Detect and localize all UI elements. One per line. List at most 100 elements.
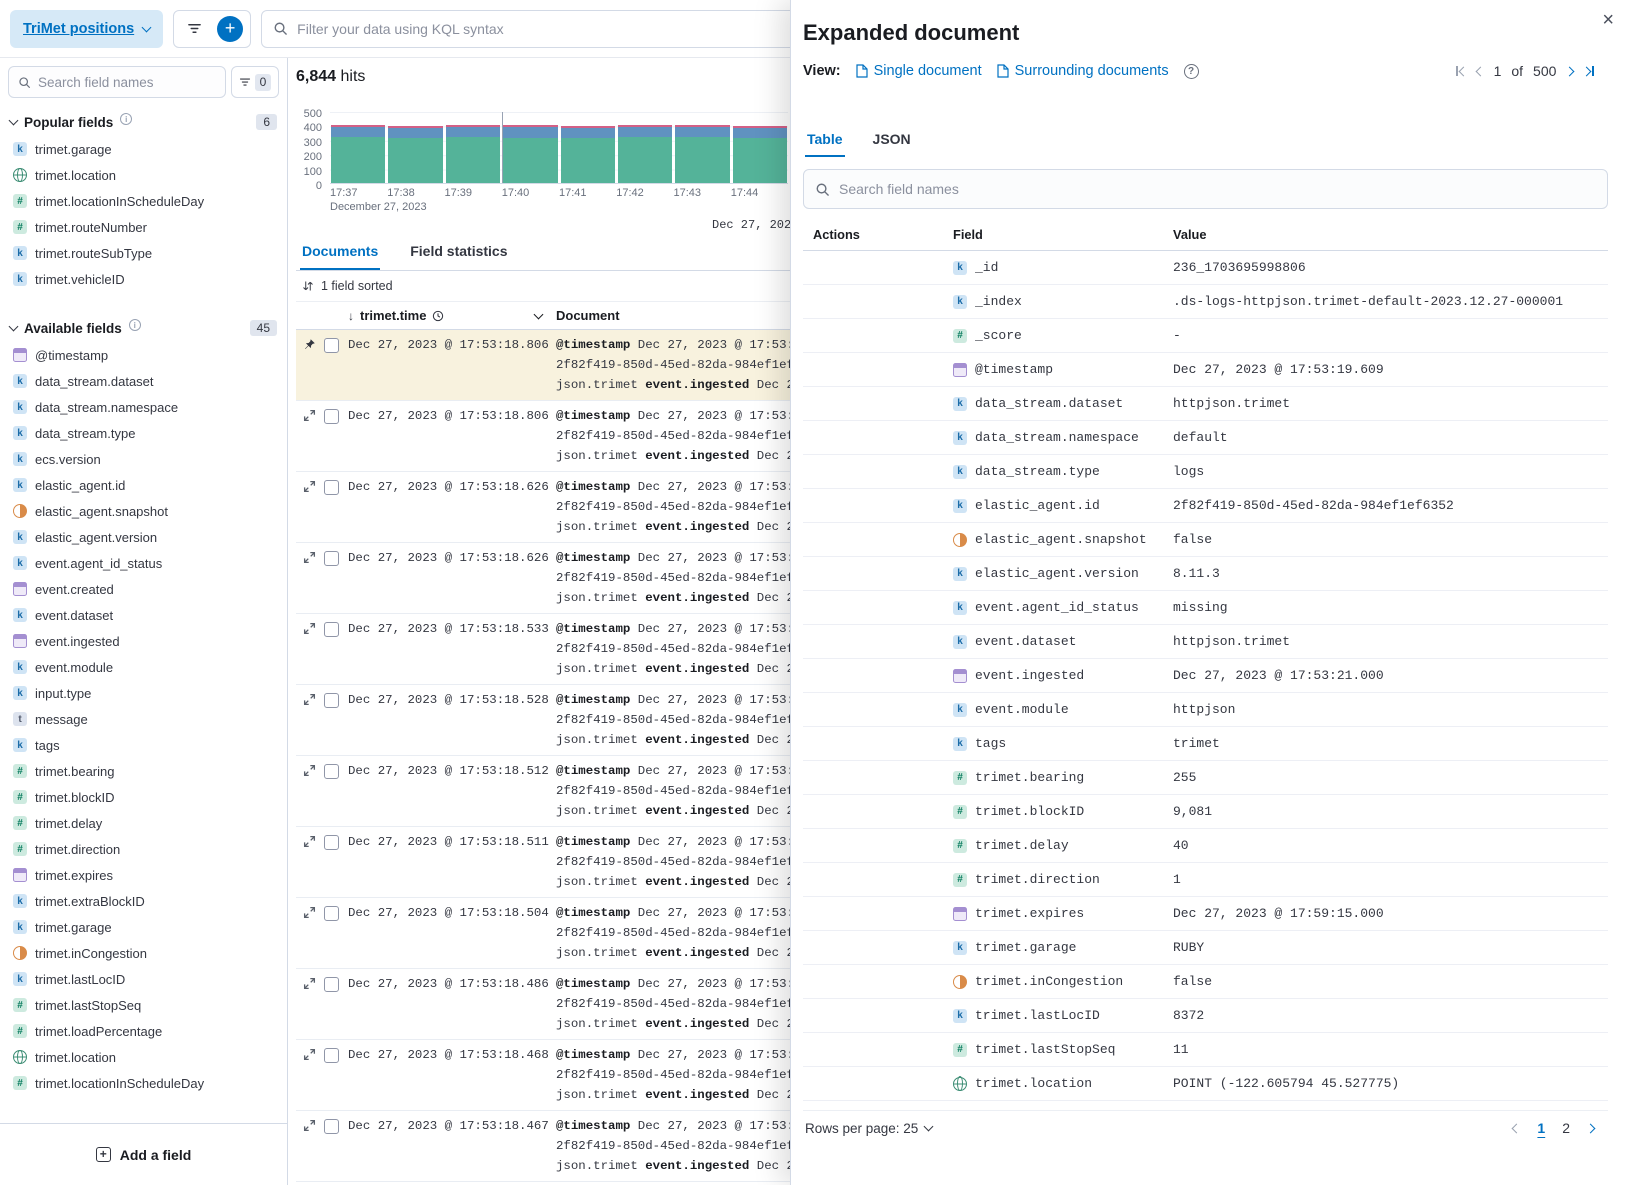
field-item[interactable]: event.module [8, 654, 279, 680]
row-checkbox[interactable] [324, 338, 339, 353]
document-field-row[interactable]: trimet.lastLocID 8372 [803, 999, 1608, 1033]
document-field-row[interactable]: trimet.garage RUBY [803, 931, 1608, 965]
expand-icon[interactable] [303, 764, 316, 777]
expand-icon[interactable] [303, 693, 316, 706]
help-icon[interactable] [1183, 63, 1199, 79]
last-page-button[interactable] [1581, 66, 1594, 76]
add-field-button[interactable]: Add a field [0, 1123, 287, 1185]
row-checkbox[interactable] [324, 693, 339, 708]
popular-fields-header[interactable]: Popular fields 6 [8, 113, 277, 130]
filter-menu-button[interactable] [176, 12, 212, 46]
row-checkbox[interactable] [324, 1048, 339, 1063]
field-item[interactable]: tags [8, 732, 279, 758]
field-item[interactable]: trimet.location [8, 1044, 279, 1070]
row-checkbox[interactable] [324, 906, 339, 921]
field-item[interactable]: input.type [8, 680, 279, 706]
field-item[interactable]: trimet.location [8, 162, 279, 188]
field-search-input[interactable] [38, 74, 216, 90]
surrounding-documents-link[interactable]: Surrounding documents [997, 63, 1169, 79]
rows-per-page-button[interactable]: Rows per page: 25 [805, 1121, 934, 1136]
expand-icon[interactable] [303, 835, 316, 848]
row-checkbox[interactable] [324, 409, 339, 424]
row-checkbox[interactable] [324, 977, 339, 992]
data-view-picker[interactable]: TriMet positions [10, 9, 164, 48]
document-field-row[interactable]: tags trimet [803, 727, 1608, 761]
first-page-button[interactable] [1455, 66, 1469, 76]
histogram-bar[interactable] [675, 125, 730, 183]
document-field-row[interactable]: event.module httpjson [803, 693, 1608, 727]
field-item[interactable]: trimet.routeNumber [8, 214, 279, 240]
document-field-row[interactable]: trimet.inCongestion false [803, 965, 1608, 999]
expand-icon[interactable] [303, 1119, 316, 1132]
field-item[interactable]: trimet.lastLocID [8, 966, 279, 992]
row-checkbox[interactable] [324, 551, 339, 566]
field-item[interactable]: elastic_agent.id [8, 472, 279, 498]
document-field-row[interactable]: trimet.delay 40 [803, 829, 1608, 863]
document-field-row[interactable]: elastic_agent.version 8.11.3 [803, 557, 1608, 591]
document-field-row[interactable]: data_stream.namespace default [803, 421, 1608, 455]
document-field-row[interactable]: @timestamp Dec 27, 2023 @ 17:53:19.609 [803, 353, 1608, 387]
previous-page-button[interactable] [1475, 66, 1486, 76]
histogram-bar[interactable] [503, 125, 558, 183]
field-item[interactable]: elastic_agent.version [8, 524, 279, 550]
field-item[interactable]: trimet.locationInScheduleDay [8, 188, 279, 214]
tab-documents[interactable]: Documents [300, 234, 380, 270]
document-field-row[interactable]: trimet.expires Dec 27, 2023 @ 17:59:15.0… [803, 897, 1608, 931]
field-item[interactable]: elastic_agent.snapshot [8, 498, 279, 524]
field-item[interactable]: trimet.blockID [8, 784, 279, 810]
document-field-row[interactable]: elastic_agent.id 2f82f419-850d-45ed-82da… [803, 489, 1608, 523]
grid-header-document-column[interactable]: Document [556, 308, 1628, 323]
document-field-row[interactable]: trimet.blockID 9,081 [803, 795, 1608, 829]
field-item[interactable]: trimet.garage [8, 136, 279, 162]
tab-field-statistics[interactable]: Field statistics [410, 243, 508, 259]
document-field-row[interactable]: data_stream.type logs [803, 455, 1608, 489]
document-row[interactable]: Dec 27, 2023 @ 17:53:18.467 @timestamp D… [296, 1111, 1628, 1182]
row-checkbox[interactable] [324, 835, 339, 850]
document-field-row[interactable]: _index .ds-logs-httpjson.trimet-default-… [803, 285, 1608, 319]
field-item[interactable]: trimet.inCongestion [8, 940, 279, 966]
document-field-row[interactable]: _id 236_1703695998806 [803, 251, 1608, 285]
field-item[interactable]: event.agent_id_status [8, 550, 279, 576]
field-item[interactable]: event.ingested [8, 628, 279, 654]
row-checkbox[interactable] [324, 480, 339, 495]
field-item[interactable]: trimet.locationInScheduleDay [8, 1070, 279, 1096]
field-item[interactable]: trimet.garage [8, 914, 279, 940]
document-row[interactable]: Dec 27, 2023 @ 17:53:18.528 @timestamp D… [296, 685, 1628, 756]
histogram-bar[interactable] [732, 125, 787, 183]
document-field-row[interactable]: elastic_agent.snapshot false [803, 523, 1608, 557]
expand-icon[interactable] [303, 977, 316, 990]
tab-table[interactable]: Table [805, 125, 845, 157]
histogram-bar[interactable] [331, 125, 386, 183]
field-item[interactable]: trimet.bearing [8, 758, 279, 784]
sort-fields-button[interactable]: 1 field sorted [296, 271, 1628, 301]
field-item[interactable]: data_stream.namespace [8, 394, 279, 420]
expand-icon[interactable] [303, 409, 316, 422]
field-item[interactable]: trimet.lastStopSeq [8, 992, 279, 1018]
close-icon[interactable] [1602, 10, 1614, 30]
document-field-row[interactable]: _score - [803, 319, 1608, 353]
document-field-row[interactable]: trimet.direction 1 [803, 863, 1608, 897]
document-row[interactable]: Dec 27, 2023 @ 17:53:18.626 @timestamp D… [296, 472, 1628, 543]
histogram-bar[interactable] [617, 125, 673, 183]
field-item[interactable]: ecs.version [8, 446, 279, 472]
document-field-row[interactable]: data_stream.dataset httpjson.trimet [803, 387, 1608, 421]
field-item[interactable]: trimet.expires [8, 862, 279, 888]
field-item[interactable]: data_stream.type [8, 420, 279, 446]
field-item[interactable]: trimet.extraBlockID [8, 888, 279, 914]
flyout-search-input[interactable] [839, 181, 1596, 197]
add-filter-button[interactable] [212, 12, 248, 46]
field-item[interactable]: message [8, 706, 279, 732]
field-item[interactable]: event.dataset [8, 602, 279, 628]
row-checkbox[interactable] [324, 1119, 339, 1134]
previous-page-icon[interactable] [1511, 1123, 1522, 1133]
page-2-button[interactable]: 2 [1562, 1120, 1570, 1136]
available-fields-header[interactable]: Available fields 45 [8, 319, 277, 336]
next-page-icon[interactable] [1585, 1123, 1596, 1133]
field-item[interactable]: data_stream.dataset [8, 368, 279, 394]
tab-json[interactable]: JSON [872, 131, 911, 147]
field-item[interactable]: trimet.vehicleID [8, 266, 279, 292]
document-field-row[interactable]: trimet.bearing 255 [803, 761, 1608, 795]
expand-icon[interactable] [303, 551, 316, 564]
document-field-row[interactable]: trimet.location POINT (-122.605794 45.52… [803, 1067, 1608, 1101]
document-field-row[interactable]: event.agent_id_status missing [803, 591, 1608, 625]
